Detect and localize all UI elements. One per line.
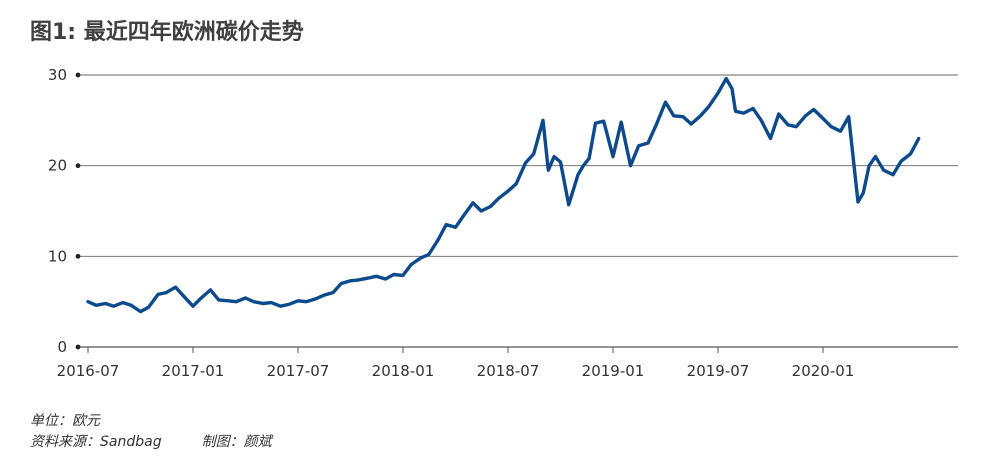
x-tick-label-2019-01: 2019-01 xyxy=(582,362,645,380)
x-tick-label-2018-07: 2018-07 xyxy=(477,362,540,380)
x-tick-label-2016-07: 2016-07 xyxy=(57,362,120,380)
chart-title: 图1: 最近四年欧洲碳价走势 xyxy=(30,20,304,45)
y-tick-dot-10 xyxy=(75,253,81,259)
x-tick-label-2020-01: 2020-01 xyxy=(792,362,855,380)
x-tick-label-2017-01: 2017-01 xyxy=(162,362,225,380)
author-note: 制图：颜斌 xyxy=(201,434,272,450)
source-line: 资料来源：Sandbag 制图：颜斌 xyxy=(30,431,272,451)
x-tick-label-2017-07: 2017-07 xyxy=(267,362,330,380)
y-tick-label-20: 20 xyxy=(48,157,67,175)
y-tick-dot-20 xyxy=(75,163,81,169)
series-line-0 xyxy=(86,76,921,314)
x-tick-label-2018-01: 2018-01 xyxy=(372,362,435,380)
y-tick-label-10: 10 xyxy=(48,247,67,265)
unit-note: 单位：欧元 xyxy=(30,413,100,429)
y-tick-label-0: 0 xyxy=(57,338,67,356)
y-tick-label-30: 30 xyxy=(48,66,67,84)
x-tick-label-2019-07: 2019-07 xyxy=(687,362,750,380)
y-tick-dot-30 xyxy=(75,72,81,78)
source-note: 资料来源：Sandbag xyxy=(30,434,162,450)
y-tick-dot-0 xyxy=(75,344,81,350)
